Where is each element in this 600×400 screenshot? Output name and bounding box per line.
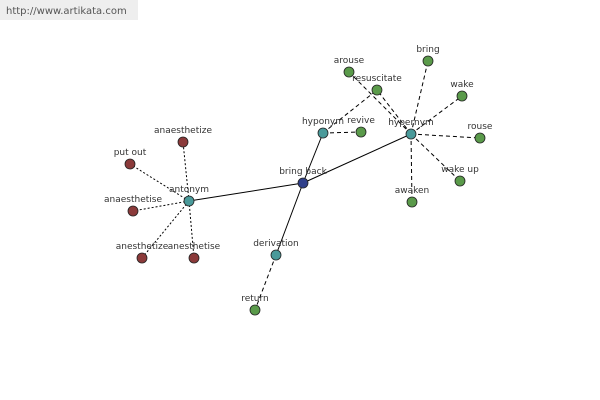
node-label: resuscitate bbox=[352, 74, 402, 84]
edge bbox=[410, 60, 429, 135]
edge bbox=[302, 133, 412, 184]
node bbox=[127, 205, 139, 217]
edge bbox=[275, 182, 304, 256]
edge bbox=[410, 133, 461, 182]
node bbox=[136, 252, 148, 264]
edge bbox=[141, 200, 190, 259]
watermark: http://www.artikata.com bbox=[6, 6, 127, 17]
node bbox=[249, 304, 261, 316]
node-label: anaesthetize bbox=[154, 126, 212, 136]
node bbox=[355, 126, 367, 138]
node bbox=[456, 90, 468, 102]
node-label: anesthetise bbox=[168, 242, 221, 252]
node bbox=[474, 132, 486, 144]
node bbox=[454, 175, 466, 187]
node-label: rouse bbox=[468, 122, 493, 132]
node bbox=[270, 249, 282, 261]
node-label: awaken bbox=[395, 186, 430, 196]
node-label: wake up bbox=[441, 165, 479, 175]
edge bbox=[348, 71, 412, 135]
edges bbox=[129, 60, 481, 311]
nodes: bring back antonym hyponym hypernym derivati… bbox=[104, 45, 493, 316]
node-label: derivation bbox=[253, 239, 299, 249]
node-label: hyponym bbox=[302, 117, 344, 127]
node bbox=[405, 128, 417, 140]
edge bbox=[188, 182, 304, 202]
edge bbox=[410, 133, 481, 139]
edge bbox=[376, 89, 412, 135]
edge bbox=[188, 200, 195, 259]
node bbox=[177, 136, 189, 148]
edge bbox=[410, 95, 463, 135]
node bbox=[317, 127, 329, 139]
edge bbox=[410, 133, 413, 203]
node-label: put out bbox=[114, 148, 147, 158]
watermark-box bbox=[0, 0, 138, 20]
node-label: arouse bbox=[334, 56, 365, 66]
node-label: hypernym bbox=[388, 118, 434, 128]
node bbox=[297, 177, 309, 189]
node-label: anesthetize bbox=[116, 242, 169, 252]
node-label: wake bbox=[450, 80, 474, 90]
node bbox=[124, 158, 136, 170]
node-label: anaesthetise bbox=[104, 195, 162, 205]
node bbox=[422, 55, 434, 67]
edge bbox=[322, 89, 378, 134]
edge bbox=[254, 254, 277, 311]
node-label: revive bbox=[347, 116, 375, 126]
node bbox=[183, 195, 195, 207]
edge bbox=[322, 131, 362, 134]
node-label: antonym bbox=[169, 185, 209, 195]
node-label: return bbox=[241, 294, 269, 304]
node bbox=[406, 196, 418, 208]
node bbox=[188, 252, 200, 264]
edge bbox=[182, 141, 190, 202]
node-label: bring bbox=[416, 45, 439, 55]
edge bbox=[132, 200, 190, 212]
node-label: bring back bbox=[279, 167, 327, 177]
edge bbox=[302, 132, 324, 184]
node bbox=[343, 66, 355, 78]
node bbox=[371, 84, 383, 96]
